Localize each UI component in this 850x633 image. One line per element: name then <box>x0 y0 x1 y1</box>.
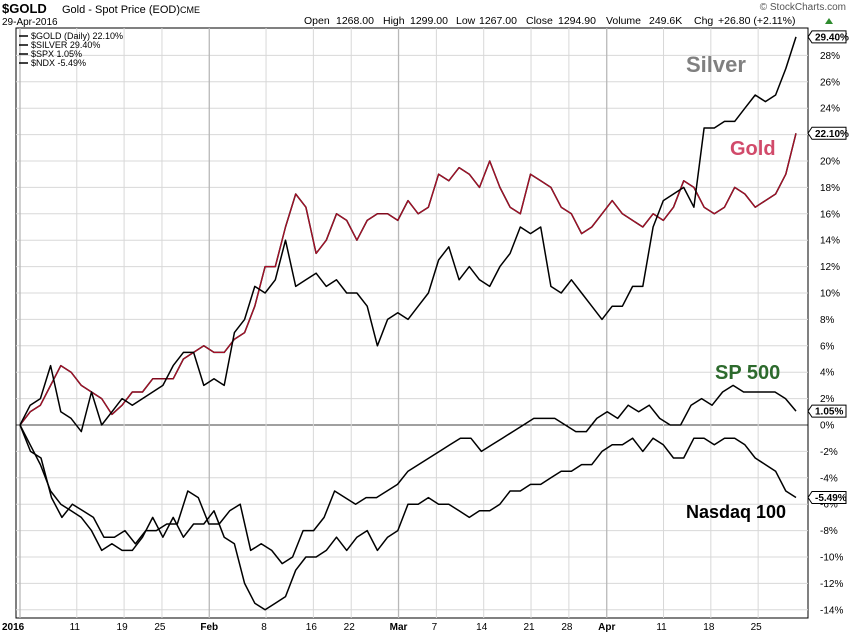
y-tick-label: 18% <box>820 183 840 194</box>
legend-label-silver: $SILVER 29.40% <box>31 40 100 50</box>
series-line-ndx <box>19 424 797 611</box>
y-tick-label: -8% <box>820 526 838 537</box>
annotation-gold: Gold <box>730 138 776 160</box>
high-label: High <box>383 15 405 27</box>
last-value-tags: 22.10% 29.40% 1.05% -5.49% <box>807 30 849 504</box>
chart-name: Gold - Spot Price (EOD) <box>62 4 180 16</box>
legend: $GOLD (Daily) 22.10% $SILVER 29.40% $SPX… <box>19 31 123 68</box>
legend-item-gold: $GOLD (Daily) 22.10% <box>19 31 123 41</box>
x-tick-label: Mar <box>390 622 408 633</box>
close-value: 1294.90 <box>558 15 596 27</box>
x-axis: 2016 11 19 25 Feb 8 16 22 Mar 7 14 21 28 Apr 11 18 25 <box>2 622 762 633</box>
x-tick-label: 22 <box>344 622 356 633</box>
last-value-box <box>807 404 847 418</box>
x-tick-label: 14 <box>476 622 488 633</box>
high-value: 1299.00 <box>410 15 448 27</box>
y-tick-label: -2% <box>820 447 838 458</box>
low-label: Low <box>456 15 476 27</box>
y-tick-label: 12% <box>820 262 840 273</box>
x-tick-label: 18 <box>703 622 715 633</box>
y-tick-label: -10% <box>820 553 843 564</box>
legend-label-ndx: $NDX -5.49% <box>31 58 86 68</box>
annotation-nasdaq: Nasdaq 100 <box>686 502 786 522</box>
legend-label-gold: $GOLD (Daily) 22.10% <box>31 31 123 41</box>
series-lines <box>19 36 797 611</box>
close-label: Close <box>526 15 553 27</box>
y-tick-label: 10% <box>820 289 840 300</box>
chg-label: Chg <box>694 15 713 27</box>
series-line-spx <box>19 384 797 565</box>
low-value: 1267.00 <box>479 15 517 27</box>
y-tick-label: -12% <box>820 579 843 590</box>
series-line-gold-accent <box>19 133 797 426</box>
ohlc-readout: Open 1268.00 High 1299.00 Low 1267.00 Cl… <box>304 15 795 27</box>
y-tick-label: -4% <box>820 473 838 484</box>
y-tick-label: 0% <box>820 421 835 432</box>
last-value-tag: 29.40% <box>807 30 849 44</box>
y-tick-label: 26% <box>820 77 840 88</box>
x-tick-label: Feb <box>200 622 218 633</box>
last-value-label: 22.10% <box>815 129 849 140</box>
annotation-sp500: SP 500 <box>715 362 780 384</box>
x-tick-label: 25 <box>751 622 763 633</box>
x-tick-label: 25 <box>154 622 166 633</box>
legend-item-ndx: $NDX -5.49% <box>19 58 86 68</box>
annotation-silver: Silver <box>686 52 746 77</box>
x-tick-label: 19 <box>117 622 129 633</box>
x-tick-label: 8 <box>261 622 267 633</box>
x-tick-label: 11 <box>70 622 81 633</box>
plot-area <box>15 27 809 619</box>
y-tick-label: 2% <box>820 394 835 405</box>
chart-symbol: $GOLD <box>2 1 47 16</box>
last-value-tag: -5.49% <box>807 490 847 504</box>
y-tick-label: 6% <box>820 341 835 352</box>
y-tick-label: -14% <box>820 605 843 616</box>
x-tick-label: 7 <box>432 622 438 633</box>
open-label: Open <box>304 15 330 27</box>
x-tick-label: 21 <box>523 622 535 633</box>
last-value-box <box>807 490 847 504</box>
open-value: 1268.00 <box>336 15 374 27</box>
y-tick-label: 14% <box>820 236 840 247</box>
y-tick-label: 28% <box>820 51 840 62</box>
grid <box>16 28 808 618</box>
last-value-box <box>807 126 847 140</box>
last-value-box <box>807 30 847 44</box>
last-value-label: -5.49% <box>815 493 847 504</box>
series-line-silver <box>19 36 797 433</box>
x-tick-label: 28 <box>561 622 573 633</box>
last-value-label: 1.05% <box>815 407 843 418</box>
x-tick-label: 2016 <box>2 622 25 633</box>
legend-label-spx: $SPX 1.05% <box>31 49 82 59</box>
y-tick-label: 16% <box>820 209 840 220</box>
x-tick-label: 16 <box>306 622 318 633</box>
chg-value: +26.80 (+2.11%) <box>718 15 795 27</box>
last-value-tag: 22.10% <box>807 126 849 140</box>
x-tick-label: Apr <box>598 622 615 633</box>
legend-item-spx: $SPX 1.05% <box>19 49 82 59</box>
watermark: © StockCharts.com <box>760 2 846 13</box>
volume-value: 249.6K <box>649 15 682 27</box>
y-tick-label: 4% <box>820 368 835 379</box>
y-tick-label: 20% <box>820 157 840 168</box>
y-tick-label: 8% <box>820 315 835 326</box>
last-value-label: 29.40% <box>815 32 849 43</box>
volume-label: Volume <box>606 15 641 27</box>
chart-date: 29-Apr-2016 <box>2 17 58 28</box>
x-tick-label: 11 <box>656 622 667 633</box>
y-tick-label: -6% <box>820 500 838 511</box>
last-value-tag: 1.05% <box>807 404 847 418</box>
chart-exchange: CME <box>180 5 200 15</box>
legend-item-silver: $SILVER 29.40% <box>19 40 100 50</box>
up-triangle-icon <box>825 18 833 24</box>
y-tick-label: 24% <box>820 104 840 115</box>
